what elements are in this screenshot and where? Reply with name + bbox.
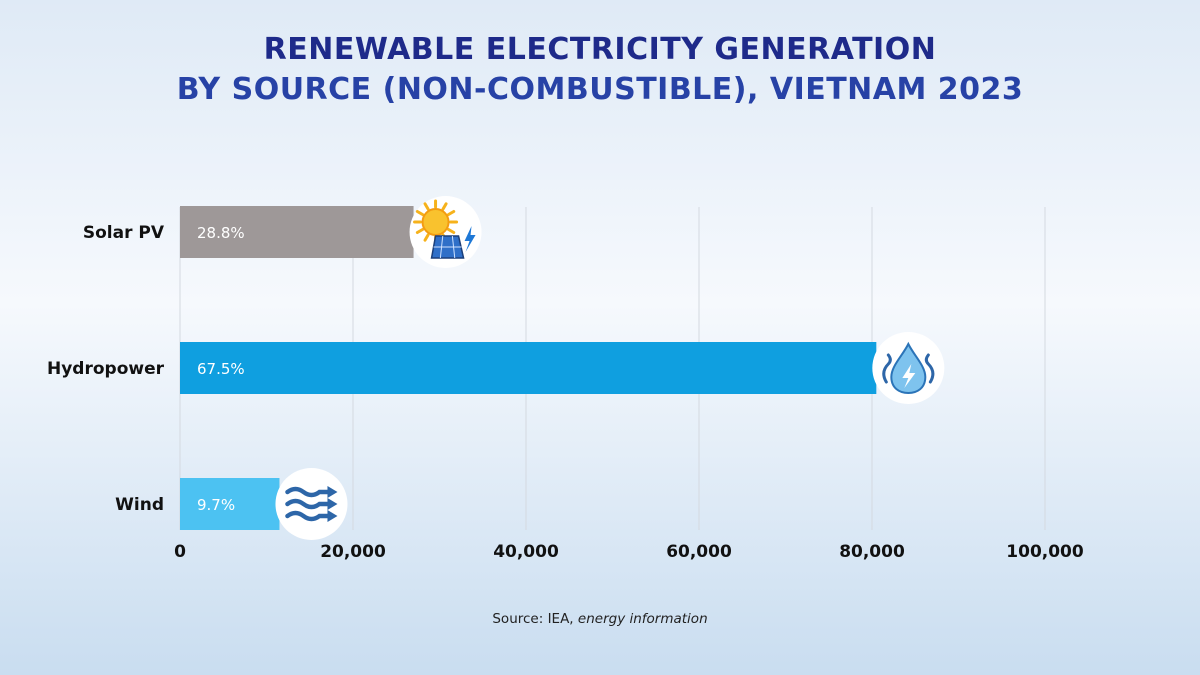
source-italic: energy information: [577, 611, 708, 627]
bar-data-label: 28.8%: [197, 224, 245, 242]
x-tick-label: 60,000: [666, 542, 732, 562]
sun-ray: [447, 210, 456, 216]
category-label: Solar PV: [83, 223, 165, 243]
wind-arrow: [327, 510, 338, 522]
wind-icon: [275, 468, 348, 540]
water-swirl: [924, 353, 935, 384]
sun-disc: [421, 208, 450, 236]
wind-arrow: [327, 498, 338, 510]
sun-ray: [415, 210, 425, 216]
water-swirl: [882, 353, 892, 384]
x-tick-label: 20,000: [320, 542, 386, 562]
x-tick-label: 80,000: [839, 542, 905, 562]
chart-title-line-1: RENEWABLE ELECTRICITY GENERATION: [263, 32, 937, 67]
bar-hydropower: [180, 342, 877, 394]
wind-stream: [285, 510, 330, 522]
bar-data-label: 9.7%: [197, 496, 235, 514]
sun-ray: [447, 228, 456, 234]
sun-ray: [415, 228, 425, 234]
x-tick-label: 0: [174, 542, 186, 562]
icon-background: [275, 468, 348, 540]
sun-ray: [441, 202, 448, 211]
source-note: Source: IEA, energy information: [0, 611, 1200, 627]
chart-title: RENEWABLE ELECTRICITY GENERATION BY SOUR…: [0, 30, 1200, 110]
bar-wind: [180, 478, 280, 530]
source-prefix: Source: IEA,: [492, 611, 574, 627]
bar-data-label: 67.5%: [197, 360, 245, 378]
chart-title-line-2: BY SOURCE (NON-COMBUSTIBLE), VIETNAM 202…: [176, 72, 1024, 107]
wind-arrow: [327, 486, 338, 498]
bar-solar-pv: [180, 206, 414, 258]
lightning-bolt: [902, 364, 916, 388]
sun-ray: [423, 202, 430, 211]
solar-panel-icon: [409, 196, 482, 268]
category-label: Wind: [115, 495, 164, 515]
wind-stream: [285, 498, 330, 510]
water-drop-icon: [872, 332, 945, 404]
category-label: Hydropower: [47, 359, 165, 379]
wind-stream: [285, 486, 330, 498]
lightning-bolt: [464, 226, 476, 252]
x-tick-label: 100,000: [1006, 542, 1084, 562]
x-tick-label: 40,000: [493, 542, 559, 562]
water-drop: [890, 341, 927, 395]
sun-ray: [423, 233, 430, 242]
